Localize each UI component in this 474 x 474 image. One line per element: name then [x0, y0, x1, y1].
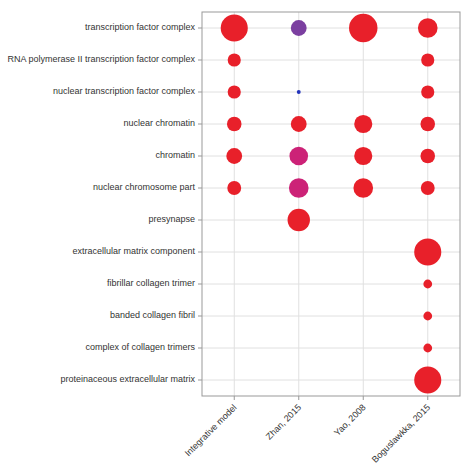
- y-tick-label: proteinaceous extracellular matrix: [60, 374, 195, 384]
- bubble: [297, 90, 301, 94]
- y-tick: [198, 28, 202, 29]
- bubble: [289, 147, 308, 166]
- y-tick: [198, 60, 202, 61]
- bubble: [423, 312, 432, 321]
- x-grid-line: [363, 12, 364, 396]
- y-grid-line: [202, 284, 460, 285]
- x-tick: [363, 396, 364, 400]
- plot-background: [202, 12, 460, 396]
- y-tick: [198, 156, 202, 157]
- y-tick: [198, 348, 202, 349]
- y-tick-label: fibrillar collagen trimer: [107, 278, 195, 288]
- y-grid-line: [202, 316, 460, 317]
- bubble: [421, 181, 435, 195]
- bubble: [421, 53, 434, 66]
- y-tick: [198, 252, 202, 253]
- bubble: [227, 117, 242, 132]
- bubble: [291, 116, 307, 132]
- bubble: [228, 53, 241, 66]
- bubble: [228, 85, 241, 98]
- y-tick: [198, 188, 202, 189]
- bubble: [227, 181, 241, 195]
- bubble: [354, 147, 372, 165]
- y-tick: [198, 92, 202, 93]
- x-tick-label: Yao, 2008: [332, 402, 368, 438]
- y-tick-label: presynapse: [148, 214, 195, 224]
- plot-frame: [202, 12, 460, 396]
- bubble: [221, 14, 248, 41]
- y-tick: [198, 220, 202, 221]
- bubble: [423, 280, 432, 289]
- bubble: [349, 14, 377, 42]
- y-tick-label: transcription factor complex: [85, 22, 196, 32]
- y-tick-label: banded collagen fibril: [110, 310, 195, 320]
- bubbles: [221, 14, 442, 394]
- x-tick-label: Zhan, 2015: [264, 402, 303, 441]
- y-tick-label: complex of collagen trimers: [85, 342, 195, 352]
- x-tick: [427, 396, 428, 400]
- x-tick: [298, 396, 299, 400]
- y-tick: [198, 284, 202, 285]
- bubble: [414, 366, 441, 393]
- x-tick-label: Boguslawkka, 2015: [370, 402, 432, 464]
- bubble: [414, 238, 441, 265]
- x-tick-label: Integrative model: [183, 402, 239, 458]
- grid: [202, 12, 460, 396]
- bubble: [420, 117, 435, 132]
- bubble: [421, 85, 434, 98]
- y-tick-label: RNA polymerase II transcription factor c…: [7, 54, 195, 64]
- bubble: [289, 178, 309, 198]
- bubble: [418, 18, 438, 38]
- bubble: [423, 344, 432, 353]
- y-tick: [198, 316, 202, 317]
- bubble: [288, 209, 310, 231]
- x-grid-line: [427, 12, 428, 396]
- bubble: [354, 115, 372, 133]
- x-tick: [234, 396, 235, 400]
- x-grid-line: [298, 12, 299, 396]
- x-grid-line: [234, 12, 235, 396]
- bubble: [226, 148, 242, 164]
- y-tick: [198, 124, 202, 125]
- chart: proteinaceous extracellular matrix comple…: [0, 0, 474, 474]
- bubble: [291, 20, 307, 36]
- bubble: [353, 178, 373, 198]
- y-tick-label: nuclear transcription factor complex: [53, 86, 196, 96]
- y-grid-line: [202, 220, 460, 221]
- y-grid-line: [202, 348, 460, 349]
- y-tick: [198, 380, 202, 381]
- bubble: [420, 149, 435, 164]
- y-tick-label: nuclear chromosome part: [93, 182, 196, 192]
- y-tick-label: nuclear chromatin: [123, 118, 195, 128]
- y-tick-label: extracellular matrix component: [72, 246, 195, 256]
- y-tick-label: chromatin: [155, 150, 195, 160]
